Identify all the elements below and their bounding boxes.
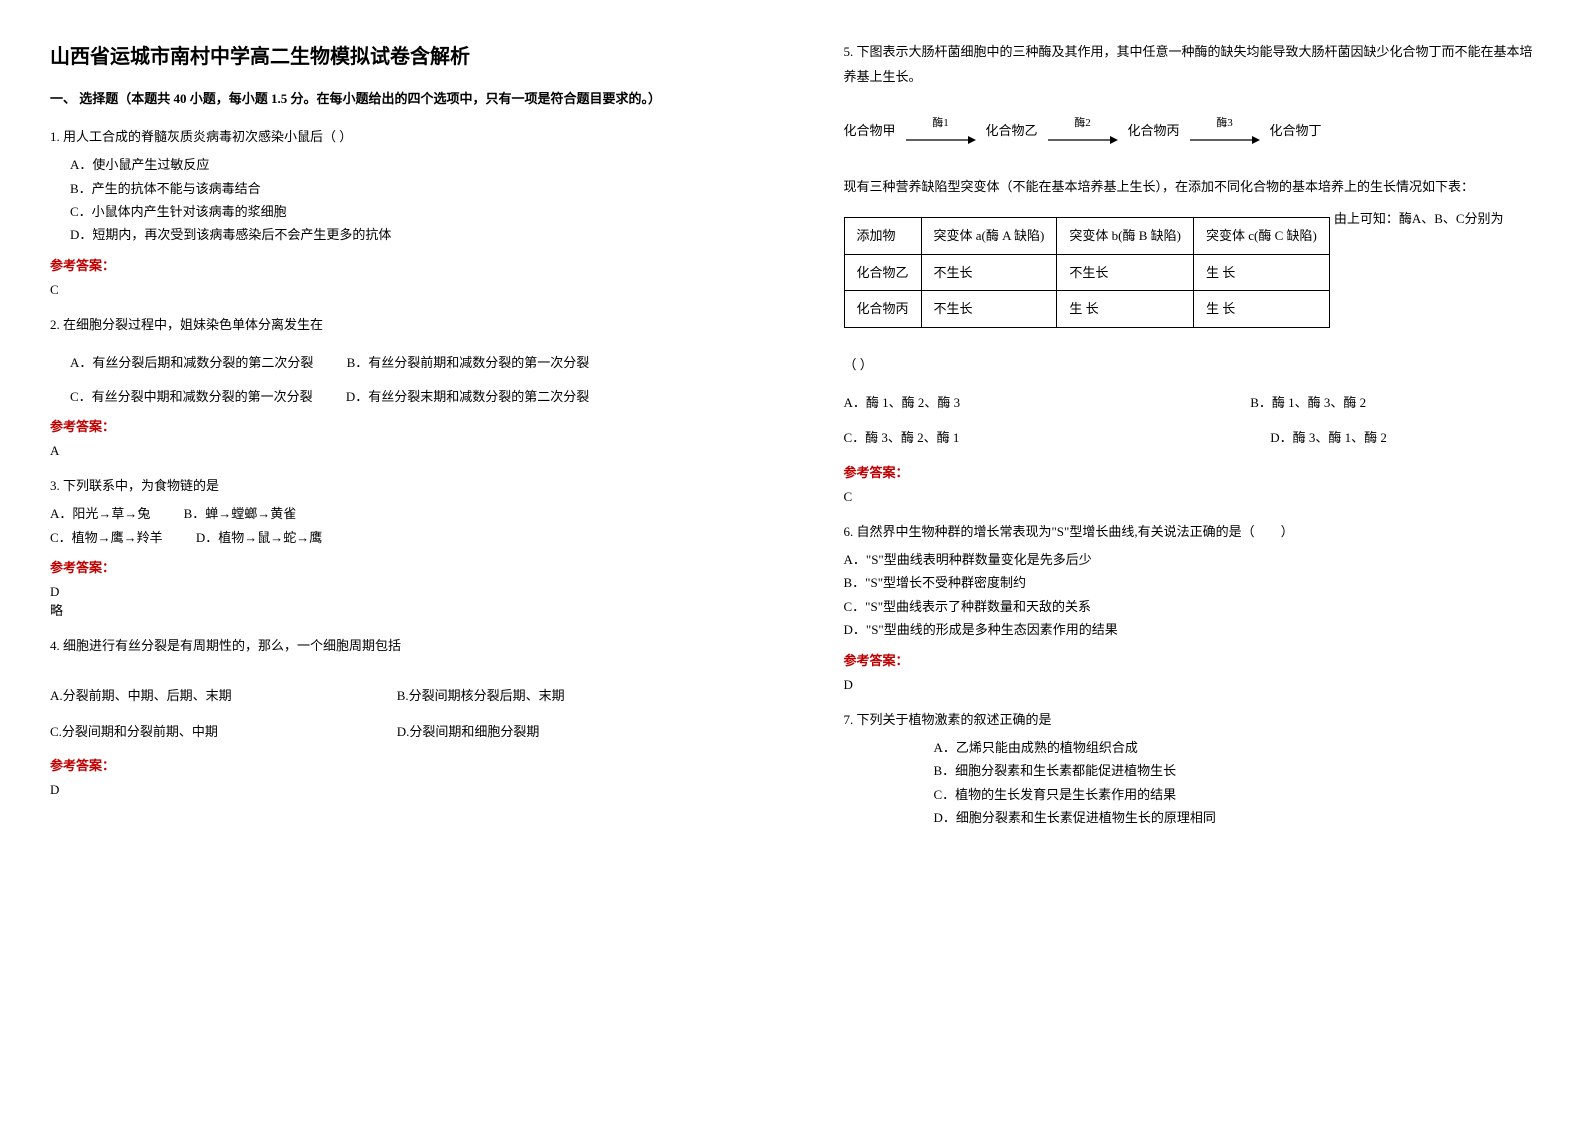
table-cell: 生 长: [1193, 291, 1329, 327]
q3-note: 略: [50, 600, 744, 619]
q3-opt-d: D．植物→鼠→蛇→鹰: [196, 526, 322, 549]
table-cell: 化合物乙: [844, 254, 921, 290]
table-cell: 突变体 a(酶 A 缺陷): [921, 218, 1057, 254]
compound-2: 化合物乙: [986, 119, 1038, 142]
table-cell: 添加物: [844, 218, 921, 254]
q1-answer-label: 参考答案：: [50, 255, 744, 274]
table-cell: 不生长: [921, 291, 1057, 327]
q4-answer-label: 参考答案：: [50, 755, 744, 774]
arrow-icon: [1190, 134, 1260, 146]
q2-opt-c: C．有丝分裂中期和减数分裂的第一次分裂: [70, 385, 313, 408]
enzyme-2-label: 酶2: [1074, 114, 1091, 134]
q4-opt-d: D.分裂间期和细胞分裂期: [397, 720, 744, 743]
table-cell: 突变体 b(酶 B 缺陷): [1057, 218, 1194, 254]
q5-diagram: 化合物甲 酶1 化合物乙 酶2 化合物丙 酶3 化合物丁: [844, 114, 1538, 146]
q1-opt-b: B．产生的抗体不能与该病毒结合: [70, 177, 744, 200]
arrow-icon: [1048, 134, 1118, 146]
q7-stem: 7. 下列关于植物激素的叙述正确的是: [844, 708, 1538, 731]
q5-opt-a: A．酶 1、酶 2、酶 3: [844, 391, 1131, 414]
q5-answer: C: [844, 489, 1538, 505]
question-6: 6. 自然界中生物种群的增长常表现为"S"型增长曲线,有关说法正确的是（ ） A…: [844, 520, 1538, 642]
table-row: 化合物乙 不生长 不生长 生 长: [844, 254, 1329, 290]
q2-opt-b: B．有丝分裂前期和减数分裂的第一次分裂: [347, 351, 590, 374]
table-cell: 不生长: [1057, 254, 1194, 290]
q6-opt-a: A．"S"型曲线表明种群数量变化是先多后少: [844, 548, 1538, 571]
q2-stem: 2. 在细胞分裂过程中，姐妹染色单体分离发生在: [50, 313, 744, 336]
q4-opt-b: B.分裂间期核分裂后期、末期: [397, 684, 744, 707]
q7-opt-d: D．细胞分裂素和生长素促进植物生长的原理相同: [934, 806, 1538, 829]
q2-opt-d: D．有丝分裂末期和减数分裂的第二次分裂: [346, 385, 589, 408]
q1-answer: C: [50, 282, 744, 298]
table-cell: 突变体 c(酶 C 缺陷): [1193, 218, 1329, 254]
q2-answer-label: 参考答案：: [50, 416, 744, 435]
q6-opt-b: B．"S"型增长不受种群密度制约: [844, 571, 1538, 594]
mutant-table: 添加物 突变体 a(酶 A 缺陷) 突变体 b(酶 B 缺陷) 突变体 c(酶 …: [844, 217, 1330, 327]
q1-opt-d: D．短期内，再次受到该病毒感染后不会产生更多的抗体: [70, 223, 744, 246]
right-column: 5. 下图表示大肠杆菌细胞中的三种酶及其作用，其中任意一种酶的缺失均能导致大肠杆…: [794, 0, 1587, 1122]
q2-opt-a: A．有丝分裂后期和减数分裂的第二次分裂: [70, 351, 313, 374]
q6-opt-d: D．"S"型曲线的形成是多种生态因素作用的结果: [844, 618, 1538, 641]
q3-answer-label: 参考答案：: [50, 557, 744, 576]
q6-stem: 6. 自然界中生物种群的增长常表现为"S"型增长曲线,有关说法正确的是（ ）: [844, 520, 1538, 543]
table-row: 化合物丙 不生长 生 长 生 长: [844, 291, 1329, 327]
q4-stem: 4. 细胞进行有丝分裂是有周期性的，那么，一个细胞周期包括: [50, 634, 744, 657]
section-heading: 一、 选择题（本题共 40 小题，每小题 1.5 分。在每小题给出的四个选项中，…: [50, 89, 744, 110]
q4-opt-a: A.分裂前期、中期、后期、末期: [50, 684, 397, 707]
q6-opt-c: C．"S"型曲线表示了种群数量和天敌的关系: [844, 595, 1538, 618]
q3-stem: 3. 下列联系中，为食物链的是: [50, 474, 744, 497]
compound-3: 化合物丙: [1128, 119, 1180, 142]
q6-answer-label: 参考答案：: [844, 650, 1538, 669]
q5-stem-p1: 5. 下图表示大肠杆菌细胞中的三种酶及其作用，其中任意一种酶的缺失均能导致大肠杆…: [844, 40, 1538, 89]
q5-opt-d: D．酶 3、酶 1、酶 2: [1110, 426, 1537, 449]
q5-table-wrap: 添加物 突变体 a(酶 A 缺陷) 突变体 b(酶 B 缺陷) 突变体 c(酶 …: [844, 207, 1538, 337]
arrow-1: 酶1: [906, 114, 976, 146]
q7-opt-c: C．植物的生长发育只是生长素作用的结果: [934, 783, 1538, 806]
table-cell: 生 长: [1193, 254, 1329, 290]
q5-paren: （ ）: [844, 353, 1538, 376]
q3-opt-c: C．植物→鹰→羚羊: [50, 526, 163, 549]
q4-answer: D: [50, 782, 744, 798]
q5-opt-c: C．酶 3、酶 2、酶 1: [844, 426, 1111, 449]
q5-stem-p2: 现有三种营养缺陷型突变体（不能在基本培养基上生长），在添加不同化合物的基本培养上…: [844, 171, 1538, 202]
arrow-2: 酶2: [1048, 114, 1118, 146]
question-5: 5. 下图表示大肠杆菌细胞中的三种酶及其作用，其中任意一种酶的缺失均能导致大肠杆…: [844, 40, 1538, 450]
q5-opt-b: B．酶 1、酶 3、酶 2: [1130, 391, 1537, 414]
question-1: 1. 用人工合成的脊髓灰质炎病毒初次感染小鼠后（ ） A．使小鼠产生过敏反应 B…: [50, 125, 744, 247]
q5-side-text: 由上可知：酶A、B、C分别为: [1330, 207, 1504, 232]
q3-opt-b: B．蝉→螳螂→黄雀: [184, 502, 297, 525]
q3-opt-a: A．阳光→草→兔: [50, 502, 150, 525]
q2-answer: A: [50, 443, 744, 459]
page-title: 山西省运城市南村中学高二生物模拟试卷含解析: [50, 40, 744, 69]
question-2: 2. 在细胞分裂过程中，姐妹染色单体分离发生在 A．有丝分裂后期和减数分裂的第二…: [50, 313, 744, 408]
table-cell: 化合物丙: [844, 291, 921, 327]
q1-opt-c: C．小鼠体内产生针对该病毒的浆细胞: [70, 200, 744, 223]
table-row: 添加物 突变体 a(酶 A 缺陷) 突变体 b(酶 B 缺陷) 突变体 c(酶 …: [844, 218, 1329, 254]
arrow-icon: [906, 134, 976, 146]
q3-answer: D: [50, 584, 744, 600]
q1-stem: 1. 用人工合成的脊髓灰质炎病毒初次感染小鼠后（ ）: [50, 125, 744, 148]
table-cell: 不生长: [921, 254, 1057, 290]
q7-opt-b: B．细胞分裂素和生长素都能促进植物生长: [934, 759, 1538, 782]
enzyme-3-label: 酶3: [1216, 114, 1233, 134]
enzyme-1-label: 酶1: [932, 114, 949, 134]
arrow-3: 酶3: [1190, 114, 1260, 146]
compound-1: 化合物甲: [844, 119, 896, 142]
q1-opt-a: A．使小鼠产生过敏反应: [70, 153, 744, 176]
compound-4: 化合物丁: [1270, 119, 1322, 142]
q5-answer-label: 参考答案：: [844, 462, 1538, 481]
question-4: 4. 细胞进行有丝分裂是有周期性的，那么，一个细胞周期包括 A.分裂前期、中期、…: [50, 634, 744, 743]
question-3: 3. 下列联系中，为食物链的是 A．阳光→草→兔 B．蝉→螳螂→黄雀 C．植物→…: [50, 474, 744, 549]
left-column: 山西省运城市南村中学高二生物模拟试卷含解析 一、 选择题（本题共 40 小题，每…: [0, 0, 794, 1122]
q4-opt-c: C.分裂间期和分裂前期、中期: [50, 720, 397, 743]
question-7: 7. 下列关于植物激素的叙述正确的是 A．乙烯只能由成熟的植物组织合成 B．细胞…: [844, 708, 1538, 830]
q6-answer: D: [844, 677, 1538, 693]
q7-opt-a: A．乙烯只能由成熟的植物组织合成: [934, 736, 1538, 759]
table-cell: 生 长: [1057, 291, 1194, 327]
